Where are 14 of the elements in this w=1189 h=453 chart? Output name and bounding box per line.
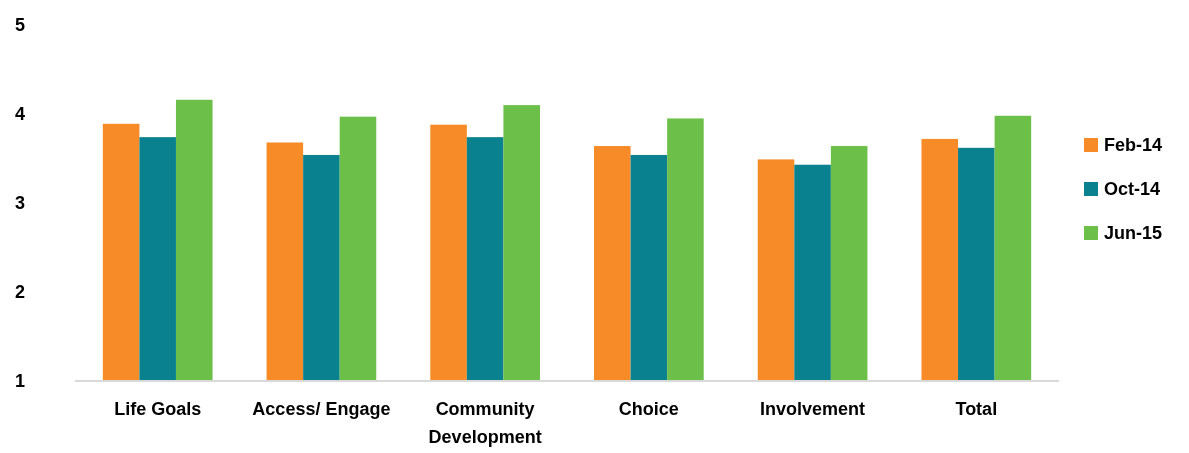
x-tick-label: Community Development (428, 399, 542, 447)
x-tick-label: Life Goals (114, 399, 202, 419)
legend-label: Jun-15 (1104, 223, 1163, 244)
x-tick-label: Total (955, 399, 998, 419)
x-tick-label: Choice (618, 399, 679, 419)
y-tick-label: 3 (14, 193, 26, 214)
y-tick-label: 4 (14, 104, 26, 125)
y-tick-label: 2 (14, 282, 26, 303)
x-tick-label: Access/ Engage (252, 399, 391, 419)
y-tick-label: 1 (14, 371, 26, 392)
y-tick-label: 5 (14, 15, 26, 36)
legend-label: Oct-14 (1104, 179, 1161, 200)
x-tick-label: Involvement (760, 399, 866, 419)
legend-label: Feb-14 (1104, 135, 1163, 156)
